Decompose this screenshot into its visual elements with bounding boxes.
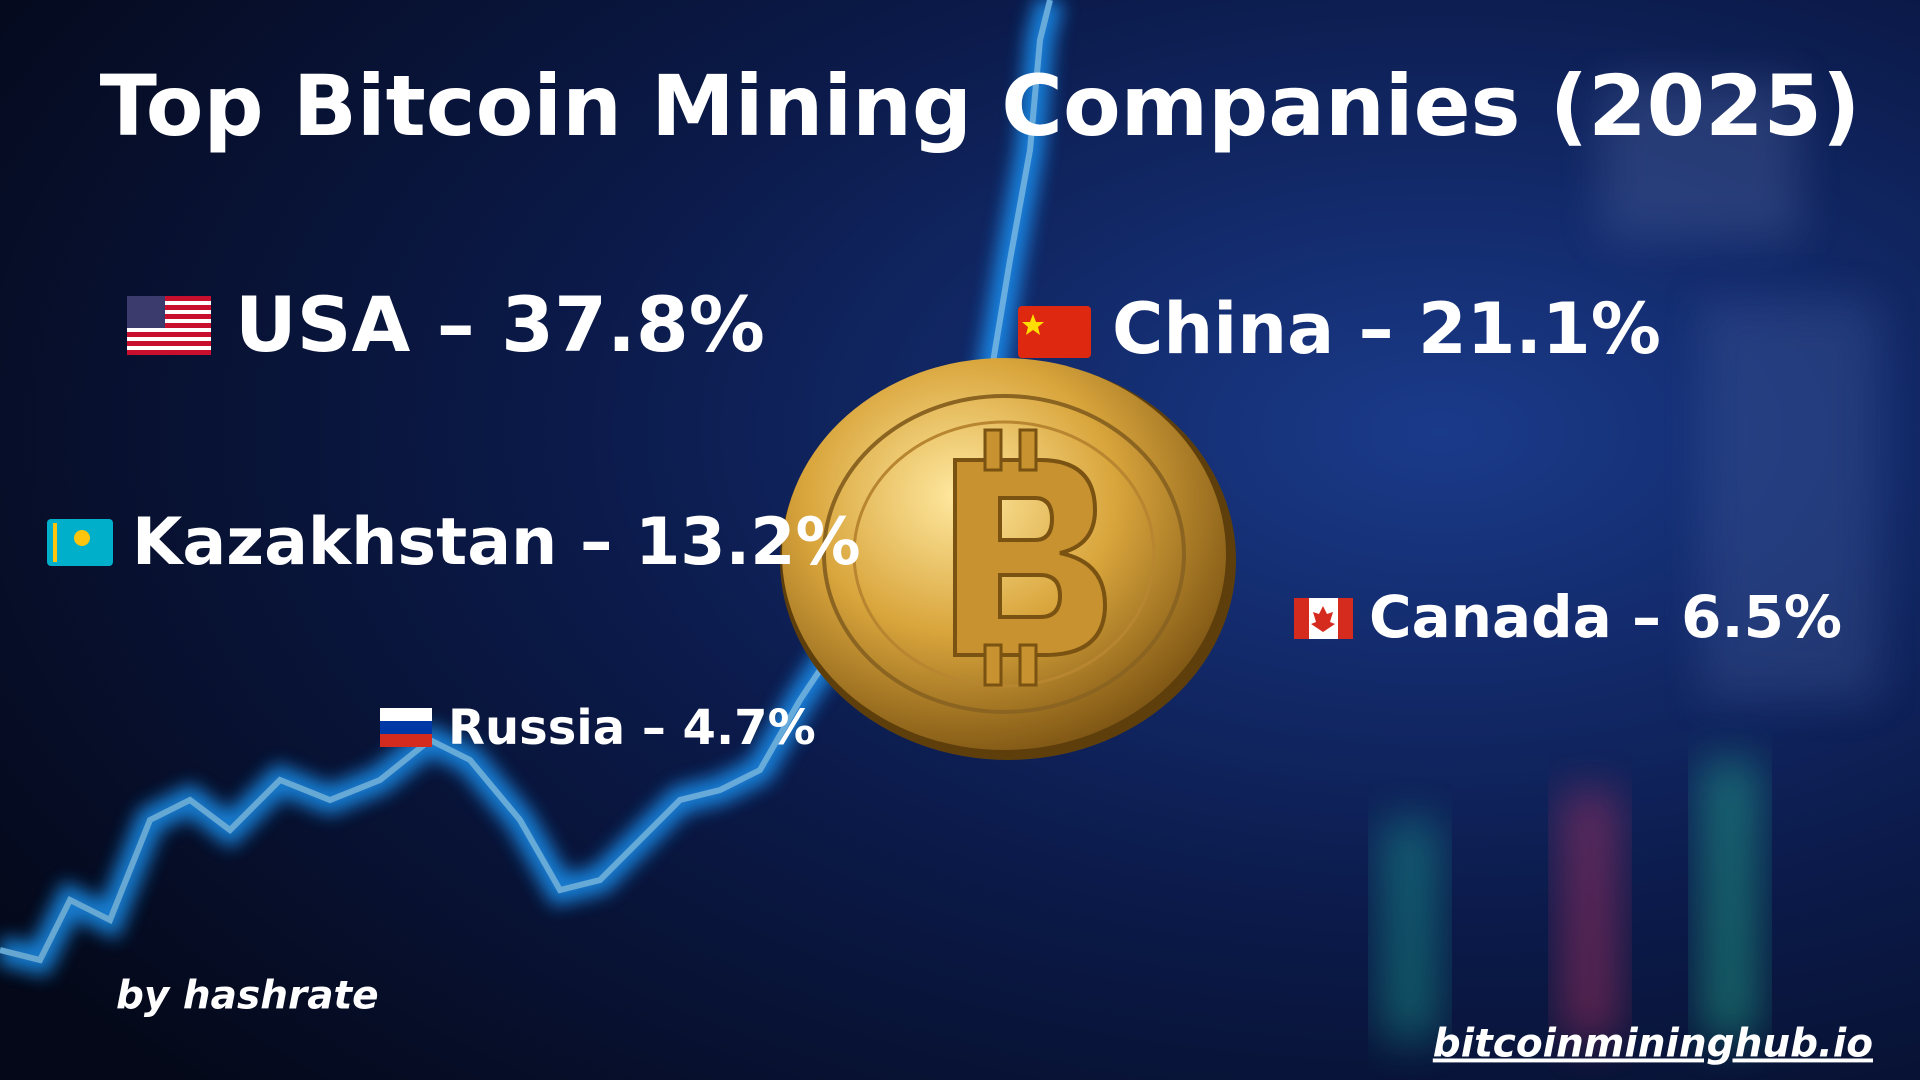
country-share: USA – 37.8% [235,280,765,369]
flag-kazakhstan [47,519,113,566]
country-share: China – 21.1% [1112,288,1661,370]
flag-russia [380,708,432,747]
country-share: Canada – 6.5% [1369,583,1842,651]
flag-canada [1294,598,1353,639]
background-glow [0,0,1880,1040]
bitcoin-coin [780,358,1236,760]
flag-usa [127,296,211,355]
flag-china [1018,306,1091,358]
country-share: Kazakhstan – 13.2% [132,505,861,580]
country-share: Russia – 4.7% [448,700,816,756]
title: Top Bitcoin Mining Companies (2025) [100,57,1861,155]
byline: by hashrate [116,974,379,1019]
website: bitcoinmininghub.io [1433,1022,1873,1067]
